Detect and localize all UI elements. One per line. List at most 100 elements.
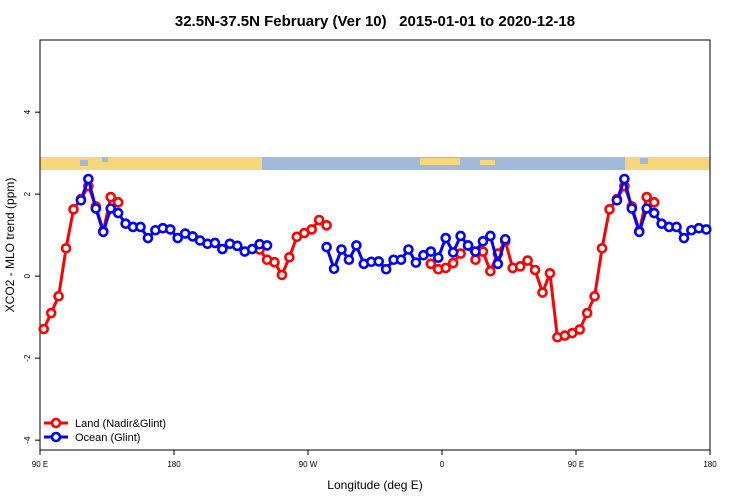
series-point [112,207,124,219]
series-point [373,256,385,267]
series-point [574,324,586,335]
series-point [462,240,474,251]
legend-label: Ocean (Glint) [75,432,140,444]
strip-ocean [80,160,88,166]
y-axis-label: XCO2 - MLO trend (ppm) [3,178,17,313]
series-point [321,220,332,231]
series-point [45,307,57,319]
y-tick-label: 2 [23,191,32,196]
series-point [60,242,72,254]
series-point [105,191,117,203]
series-point [68,204,79,215]
x-tick-label: 0 [440,460,445,469]
series-point [336,244,347,255]
series-point [112,197,124,208]
series-point [633,226,645,238]
series-point [231,240,243,252]
series-point [700,224,712,235]
x-tick-label: 90 E [32,460,48,469]
x-tick-label: 180 [703,460,717,469]
series-point [380,263,392,275]
y-tick-label: -4 [23,436,32,444]
series-point [425,258,437,270]
series-point [164,224,176,235]
series-point [97,226,109,238]
series-point [321,241,332,253]
series-point [53,290,64,302]
series-point [604,204,615,215]
series-point [470,254,481,266]
series-point [529,264,541,276]
series-point [544,267,556,279]
series-point [485,230,496,242]
series-point [648,207,660,219]
series-point [284,251,295,263]
series-point [499,233,511,245]
series-point [105,203,117,214]
series-point [187,231,198,242]
series-point [492,258,504,270]
land-ocean-strip [40,157,710,170]
legend: Land (Nadir&Glint) Ocean (Glint) [44,417,166,444]
strip-ocean [640,158,648,164]
series-point [648,197,660,208]
series-point [276,269,288,281]
series-point [261,240,273,251]
series-point [313,214,325,226]
series-point [619,173,630,185]
series-point [581,307,593,319]
series-point [522,255,533,266]
series-point [611,195,623,206]
x-axis-label: Longitude (deg E) [327,478,422,492]
series-point [83,173,94,185]
plot-frame [39,39,711,451]
series-point [678,232,690,244]
series-point [447,257,459,269]
series-point [477,236,489,247]
strip-land [480,160,495,165]
series-point [596,242,608,254]
series-point [671,221,682,233]
series-point [38,323,50,335]
series-point [142,232,154,244]
x-tick-label: 90 E [568,460,584,469]
series-point [514,261,526,272]
strip-land [420,158,460,165]
series-point [432,252,444,264]
chart-title: 32.5N-37.5N February (Ver 10) 2015-01-01… [175,13,575,30]
series-point [641,191,653,203]
series-point [395,254,407,266]
series-point [440,232,452,244]
series-point [440,262,452,274]
series-point [75,195,87,206]
series-point [626,203,638,214]
series-point [269,256,280,268]
series-point [410,257,422,268]
y-tick-label: -2 [23,354,32,362]
series-point [485,265,496,277]
series-point [455,230,466,242]
strip-ocean [102,157,108,162]
series-point [209,237,221,249]
x-tick-label: 90 W [299,460,318,469]
series-point [537,287,548,298]
y-tick-label: 0 [23,273,32,278]
series-point [246,243,258,255]
series-point [217,243,228,255]
legend-marker [50,431,62,443]
series-point [343,254,355,266]
series-point [425,246,437,257]
series-point [135,221,146,233]
series-point [351,240,362,251]
legend-marker [50,417,62,429]
series-point [90,203,102,214]
series-point [589,290,600,302]
series-point [306,224,318,235]
series-point [470,246,481,257]
series-point [172,232,184,244]
x-tick-label: 180 [167,460,181,469]
series-point [403,244,414,255]
series-point [328,263,340,275]
series-point [641,203,653,214]
